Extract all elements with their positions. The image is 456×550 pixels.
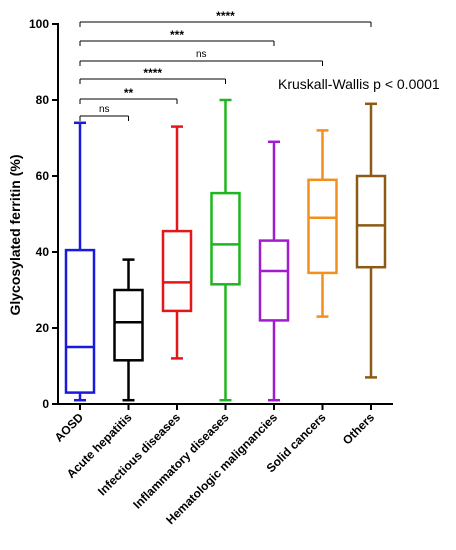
box-iqr	[161, 229, 193, 313]
box-iqr	[113, 288, 144, 362]
y-tick-label: 100	[29, 17, 49, 31]
x-category-label: Inflammatory diseases	[130, 410, 232, 512]
significance-label: ns	[196, 49, 207, 60]
x-category-label: AOSD	[52, 410, 87, 445]
significance-label: ****	[216, 9, 235, 23]
box-solid-cancers	[307, 129, 338, 318]
box-others	[355, 102, 387, 379]
box-infectious-diseases	[161, 125, 193, 360]
y-tick-label: 60	[36, 169, 50, 183]
x-category-label: Infectious diseases	[95, 410, 183, 498]
y-tick-label: 20	[36, 321, 50, 335]
y-axis-label: Glycosylated ferritin (%)	[7, 154, 23, 315]
box-iqr	[64, 248, 96, 394]
significance-label: **	[124, 86, 134, 100]
box-iqr	[355, 174, 387, 269]
box-acute-hepatitis	[113, 258, 144, 402]
x-category-label: Others	[340, 410, 377, 447]
box-iqr	[210, 191, 241, 286]
significance-label: ns	[99, 104, 110, 115]
box-iqr	[258, 239, 290, 322]
significance-label: ***	[170, 28, 184, 42]
y-tick-label: 40	[36, 245, 50, 259]
box-inflammatory-diseases	[210, 98, 241, 402]
significance-brackets: ns******ns*******	[79, 9, 372, 121]
box-aosd	[64, 121, 96, 402]
kruskal-wallis-annotation: Kruskall-Wallis p < 0.0001	[278, 76, 440, 92]
box-series	[64, 98, 387, 402]
y-tick-label: 80	[36, 93, 50, 107]
box-hematologic-malignancies	[258, 140, 290, 402]
y-tick-label: 0	[42, 397, 49, 411]
box-iqr	[307, 178, 338, 275]
significance-label: ****	[143, 66, 162, 80]
